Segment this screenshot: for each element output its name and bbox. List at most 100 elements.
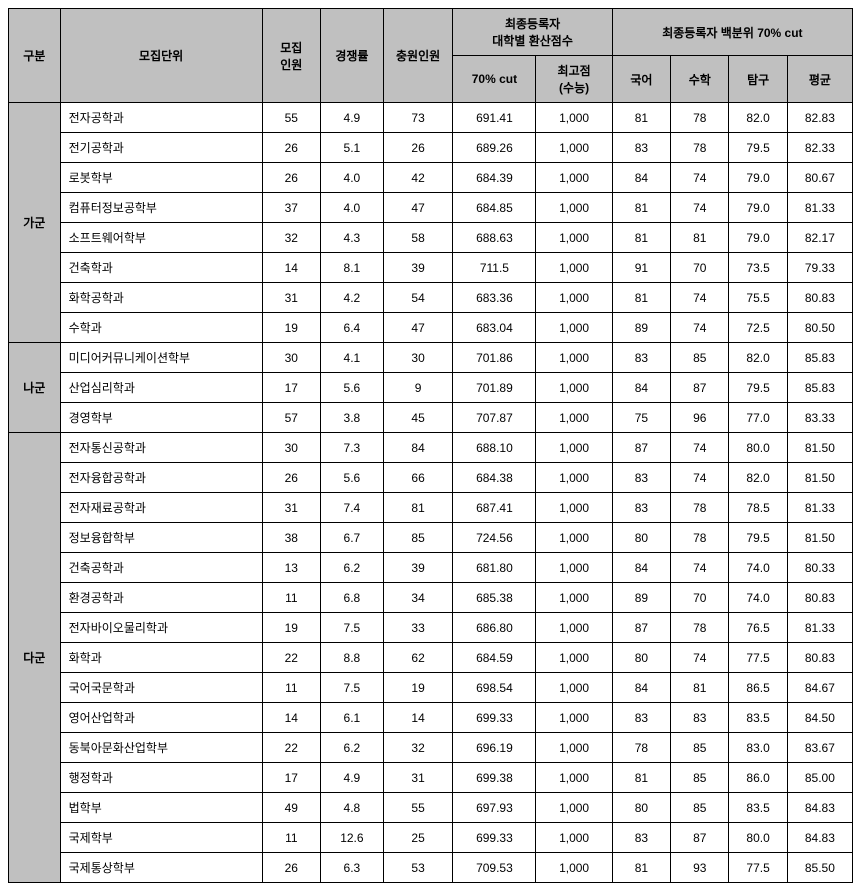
- cell-comp: 6.2: [320, 553, 383, 583]
- table-body: 가군전자공학과554.973691.411,000817882.082.83전기…: [9, 103, 853, 883]
- cell-fill: 14: [383, 703, 453, 733]
- group-cell: 가군: [9, 103, 61, 343]
- cell-avg: 81.33: [787, 613, 852, 643]
- cell-cut70: 683.04: [453, 313, 536, 343]
- cell-recruit: 37: [262, 193, 320, 223]
- cell-recruit: 49: [262, 793, 320, 823]
- cell-cut70: 701.86: [453, 343, 536, 373]
- table-row: 경영학부573.845707.871,000759677.083.33: [9, 403, 853, 433]
- cell-high: 1,000: [536, 133, 612, 163]
- cell-high: 1,000: [536, 853, 612, 883]
- cell-sub: 79.5: [729, 523, 787, 553]
- cell-cut70: 696.19: [453, 733, 536, 763]
- dept-cell: 국어국문학과: [60, 673, 262, 703]
- cell-comp: 5.6: [320, 463, 383, 493]
- cell-cut70: 724.56: [453, 523, 536, 553]
- cell-math: 78: [671, 103, 729, 133]
- dept-cell: 로봇학부: [60, 163, 262, 193]
- table-row: 국어국문학과117.519698.541,000848186.584.67: [9, 673, 853, 703]
- cell-cut70: 684.38: [453, 463, 536, 493]
- cell-fill: 39: [383, 253, 453, 283]
- cell-kor: 83: [612, 493, 670, 523]
- cell-kor: 83: [612, 133, 670, 163]
- cell-avg: 80.33: [787, 553, 852, 583]
- cell-comp: 6.2: [320, 733, 383, 763]
- cell-comp: 4.8: [320, 793, 383, 823]
- group-cell: 나군: [9, 343, 61, 433]
- cell-recruit: 11: [262, 823, 320, 853]
- cell-cut70: 689.26: [453, 133, 536, 163]
- cell-avg: 84.67: [787, 673, 852, 703]
- cell-fill: 54: [383, 283, 453, 313]
- cell-avg: 80.67: [787, 163, 852, 193]
- dept-cell: 화학과: [60, 643, 262, 673]
- cell-math: 78: [671, 523, 729, 553]
- cell-comp: 6.3: [320, 853, 383, 883]
- cell-kor: 81: [612, 763, 670, 793]
- cell-kor: 89: [612, 583, 670, 613]
- header-group: 구분: [9, 9, 61, 103]
- header-dept: 모집단위: [60, 9, 262, 103]
- cell-kor: 75: [612, 403, 670, 433]
- cell-high: 1,000: [536, 283, 612, 313]
- dept-cell: 미디어커뮤니케이션학부: [60, 343, 262, 373]
- cell-high: 1,000: [536, 163, 612, 193]
- cell-cut70: 707.87: [453, 403, 536, 433]
- dept-cell: 국제학부: [60, 823, 262, 853]
- cell-math: 81: [671, 223, 729, 253]
- cell-math: 87: [671, 823, 729, 853]
- dept-cell: 전자공학과: [60, 103, 262, 133]
- cell-kor: 81: [612, 283, 670, 313]
- cell-comp: 4.3: [320, 223, 383, 253]
- cell-kor: 83: [612, 343, 670, 373]
- cell-high: 1,000: [536, 493, 612, 523]
- cell-comp: 5.6: [320, 373, 383, 403]
- cell-math: 85: [671, 343, 729, 373]
- cell-high: 1,000: [536, 823, 612, 853]
- cell-comp: 5.1: [320, 133, 383, 163]
- cell-sub: 83.5: [729, 793, 787, 823]
- table-row: 국제통상학부266.353709.531,000819377.585.50: [9, 853, 853, 883]
- cell-recruit: 26: [262, 163, 320, 193]
- cell-recruit: 13: [262, 553, 320, 583]
- cell-avg: 85.83: [787, 343, 852, 373]
- dept-cell: 정보융합학부: [60, 523, 262, 553]
- cell-high: 1,000: [536, 343, 612, 373]
- cell-comp: 6.8: [320, 583, 383, 613]
- cell-sub: 80.0: [729, 823, 787, 853]
- cell-high: 1,000: [536, 193, 612, 223]
- cell-cut70: 697.93: [453, 793, 536, 823]
- cell-cut70: 699.33: [453, 823, 536, 853]
- cell-math: 93: [671, 853, 729, 883]
- cell-fill: 39: [383, 553, 453, 583]
- table-row: 행정학과174.931699.381,000818586.085.00: [9, 763, 853, 793]
- table-row: 산업심리학과175.69701.891,000848779.585.83: [9, 373, 853, 403]
- cell-comp: 4.1: [320, 343, 383, 373]
- cell-recruit: 17: [262, 763, 320, 793]
- cell-avg: 80.83: [787, 583, 852, 613]
- header-highest: 최고점 (수능): [536, 56, 612, 103]
- table-row: 다군전자통신공학과307.384688.101,000877480.081.50: [9, 433, 853, 463]
- cell-fill: 53: [383, 853, 453, 883]
- cell-kor: 83: [612, 703, 670, 733]
- dept-cell: 산업심리학과: [60, 373, 262, 403]
- cell-recruit: 55: [262, 103, 320, 133]
- admission-table: 구분 모집단위 모집 인원 경쟁률 충원인원 최종등록자 대학별 환산점수 최종…: [8, 8, 853, 883]
- cell-high: 1,000: [536, 793, 612, 823]
- cell-fill: 42: [383, 163, 453, 193]
- cell-fill: 33: [383, 613, 453, 643]
- cell-kor: 78: [612, 733, 670, 763]
- cell-high: 1,000: [536, 553, 612, 583]
- cell-comp: 8.1: [320, 253, 383, 283]
- cell-avg: 80.83: [787, 643, 852, 673]
- cell-high: 1,000: [536, 673, 612, 703]
- cell-fill: 84: [383, 433, 453, 463]
- cell-sub: 83.0: [729, 733, 787, 763]
- header-percentile: 최종등록자 백분위 70% cut: [612, 9, 852, 56]
- cell-math: 85: [671, 763, 729, 793]
- table-row: 전자재료공학과317.481687.411,000837878.581.33: [9, 493, 853, 523]
- cell-recruit: 11: [262, 673, 320, 703]
- table-row: 나군미디어커뮤니케이션학부304.130701.861,000838582.08…: [9, 343, 853, 373]
- header-competition: 경쟁률: [320, 9, 383, 103]
- cell-comp: 7.5: [320, 673, 383, 703]
